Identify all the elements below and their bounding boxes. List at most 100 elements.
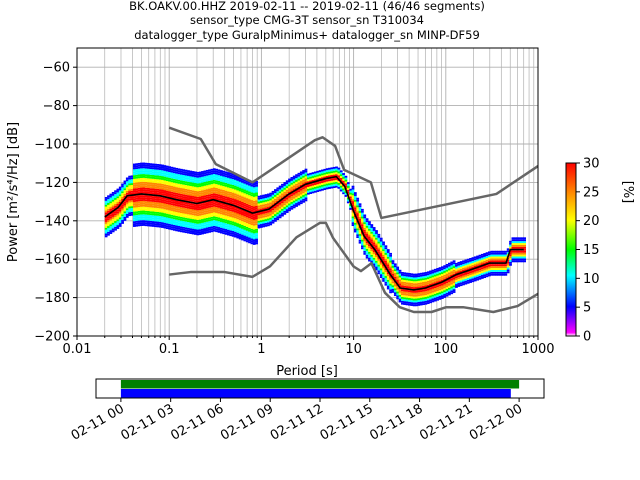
histogram-cell	[243, 224, 247, 226]
histogram-cell	[156, 204, 160, 207]
histogram-cell	[457, 261, 461, 264]
histogram-cell	[431, 273, 435, 276]
histogram-cell	[520, 237, 524, 240]
histogram-cell	[368, 234, 371, 237]
histogram-cell	[271, 208, 275, 211]
histogram-cell	[135, 220, 139, 223]
histogram-cell	[241, 215, 244, 218]
histogram-cell	[443, 269, 447, 271]
histogram-cell	[241, 184, 244, 187]
histogram-cell	[114, 190, 117, 193]
histogram-cell	[382, 276, 385, 278]
histogram-cell	[142, 199, 146, 201]
histogram-cell	[318, 187, 322, 190]
histogram-cell	[163, 192, 167, 194]
histogram-cell	[187, 231, 190, 234]
histogram-cell	[135, 169, 139, 171]
histogram-cell	[393, 284, 397, 287]
histogram-cell	[495, 266, 498, 269]
histogram-cell	[356, 228, 360, 231]
histogram-cell	[182, 224, 186, 227]
histogram-cell	[238, 214, 242, 217]
histogram-cell	[208, 205, 211, 208]
histogram-cell	[243, 225, 247, 228]
histogram-cell	[337, 169, 341, 172]
histogram-cell	[114, 228, 117, 231]
histogram-cell	[109, 222, 113, 225]
histogram-cell	[285, 184, 289, 187]
histogram-cell	[196, 185, 200, 188]
histogram-cell	[438, 284, 442, 287]
histogram-cell	[222, 211, 226, 213]
histogram-cell	[208, 202, 211, 204]
histogram-cell	[304, 180, 308, 183]
histogram-cell	[243, 220, 247, 223]
histogram-cell	[520, 256, 524, 259]
histogram-cell	[302, 187, 305, 190]
histogram-cell	[323, 184, 327, 187]
histogram-cell	[196, 183, 200, 186]
histogram-cell	[450, 274, 454, 277]
histogram-cell	[321, 186, 324, 189]
histogram-cell	[109, 232, 113, 234]
histogram-cell	[316, 182, 320, 185]
histogram-cell	[231, 209, 235, 212]
histogram-cell	[410, 273, 414, 276]
histogram-cell	[288, 205, 291, 208]
histogram-cell	[433, 288, 437, 290]
histogram-cell	[187, 191, 190, 194]
histogram-cell	[309, 188, 313, 191]
histogram-cell	[121, 198, 124, 201]
histogram-cell	[234, 193, 237, 196]
histogram-cell	[269, 213, 273, 216]
histogram-cell	[154, 223, 157, 226]
histogram-cell	[497, 258, 501, 261]
histogram-cell	[478, 270, 482, 273]
histogram-cell	[452, 269, 456, 272]
histogram-cell	[179, 209, 183, 212]
histogram-cell	[161, 179, 164, 182]
histogram-cell	[255, 228, 258, 231]
histogram-cell	[269, 196, 273, 199]
histogram-cell	[248, 241, 251, 244]
histogram-cell	[165, 204, 169, 206]
histogram-cell	[274, 198, 277, 201]
histogram-cell	[116, 217, 120, 220]
histogram-cell	[419, 295, 423, 298]
histogram-cell	[147, 197, 150, 200]
histogram-cell	[194, 175, 197, 178]
histogram-cell	[231, 223, 235, 226]
histogram-cell	[257, 203, 261, 206]
histogram-cell	[203, 191, 207, 194]
histogram-cell	[215, 197, 219, 200]
histogram-cell	[292, 194, 296, 197]
histogram-cell	[471, 274, 475, 277]
histogram-cell	[165, 200, 169, 203]
histogram-cell	[236, 188, 240, 191]
histogram-cell	[252, 194, 256, 197]
histogram-cell	[191, 184, 195, 187]
histogram-cell	[511, 246, 515, 249]
histogram-cell	[306, 192, 310, 195]
histogram-cell	[400, 300, 404, 303]
histogram-cell	[151, 165, 155, 168]
histogram-cell	[189, 191, 193, 194]
histogram-cell	[398, 285, 402, 288]
histogram-cell	[450, 288, 454, 291]
histogram-cell	[149, 178, 153, 181]
histogram-cell	[422, 276, 425, 279]
histogram-cell	[255, 207, 258, 210]
histogram-cell	[177, 187, 181, 190]
histogram-cell	[309, 174, 313, 177]
histogram-cell	[114, 203, 117, 206]
histogram-cell	[389, 275, 392, 278]
histogram-cell	[379, 272, 383, 275]
histogram-cell	[438, 271, 442, 273]
histogram-cell	[302, 189, 305, 192]
histogram-cell	[248, 206, 251, 209]
histogram-cell	[182, 213, 186, 216]
histogram-cell	[292, 179, 296, 182]
histogram-cell	[255, 198, 258, 201]
histogram-cell	[140, 224, 143, 226]
histogram-cell	[349, 207, 353, 210]
